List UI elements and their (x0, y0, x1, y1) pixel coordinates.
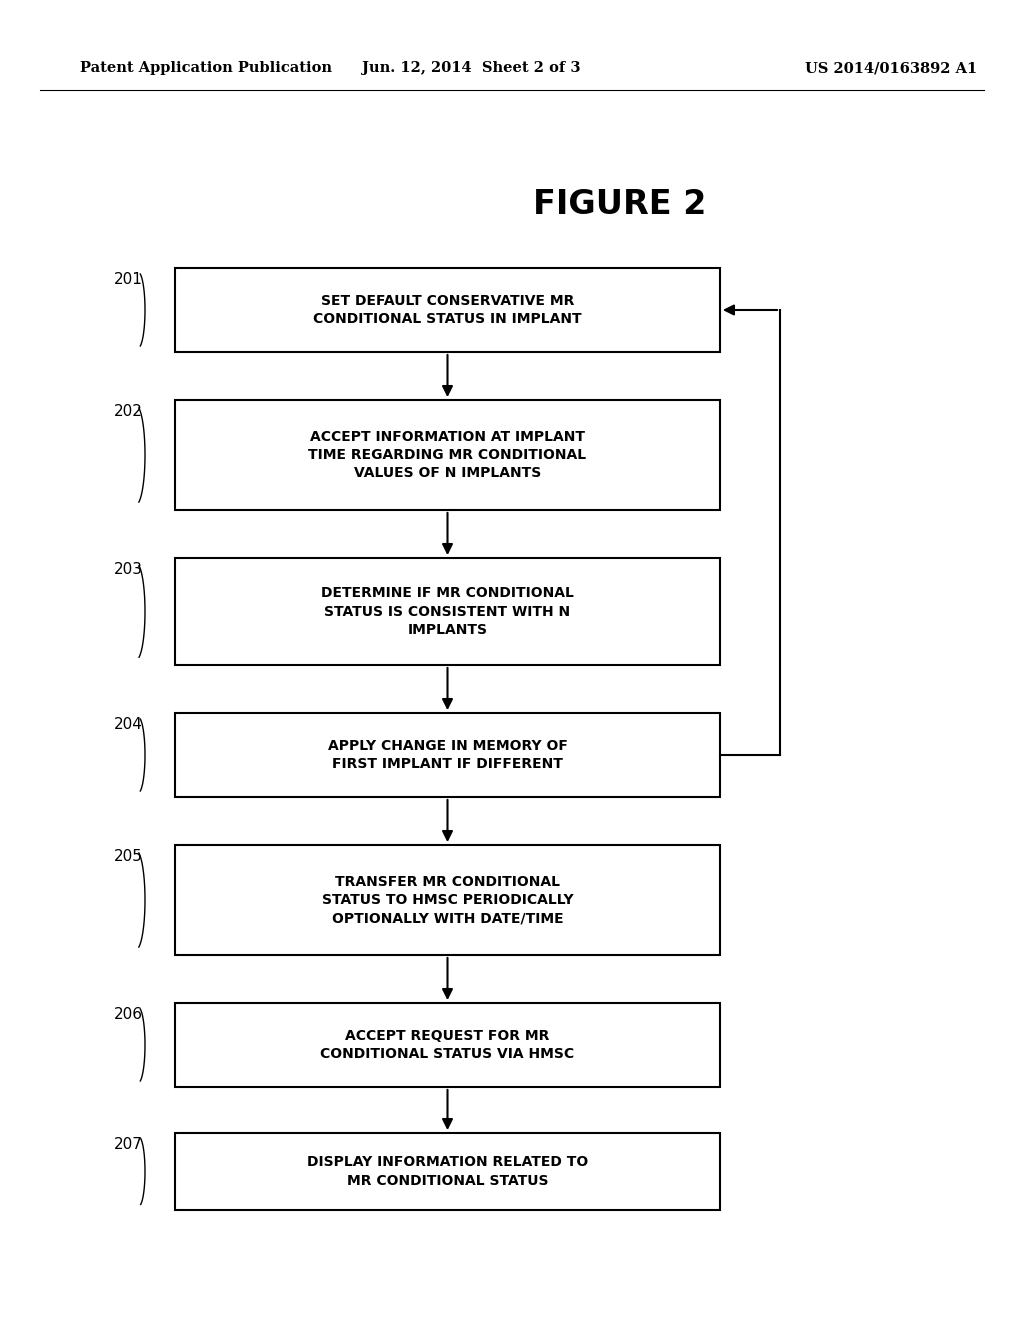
Text: DETERMINE IF MR CONDITIONAL
STATUS IS CONSISTENT WITH N
IMPLANTS: DETERMINE IF MR CONDITIONAL STATUS IS CO… (322, 586, 573, 636)
FancyBboxPatch shape (175, 1133, 720, 1210)
FancyBboxPatch shape (175, 268, 720, 352)
Text: Jun. 12, 2014  Sheet 2 of 3: Jun. 12, 2014 Sheet 2 of 3 (361, 61, 581, 75)
Text: 207: 207 (114, 1137, 143, 1152)
Text: 203: 203 (114, 562, 143, 577)
Text: 205: 205 (114, 849, 143, 865)
Text: 204: 204 (114, 717, 143, 733)
FancyBboxPatch shape (175, 845, 720, 954)
Text: 206: 206 (114, 1007, 143, 1022)
Text: ACCEPT REQUEST FOR MR
CONDITIONAL STATUS VIA HMSC: ACCEPT REQUEST FOR MR CONDITIONAL STATUS… (321, 1028, 574, 1061)
Text: APPLY CHANGE IN MEMORY OF
FIRST IMPLANT IF DIFFERENT: APPLY CHANGE IN MEMORY OF FIRST IMPLANT … (328, 739, 567, 771)
Text: FIGURE 2: FIGURE 2 (534, 189, 707, 222)
FancyBboxPatch shape (175, 400, 720, 510)
Text: 202: 202 (114, 404, 143, 418)
Text: 201: 201 (114, 272, 143, 286)
Text: DISPLAY INFORMATION RELATED TO
MR CONDITIONAL STATUS: DISPLAY INFORMATION RELATED TO MR CONDIT… (307, 1155, 588, 1188)
FancyBboxPatch shape (175, 558, 720, 665)
FancyBboxPatch shape (175, 713, 720, 797)
Text: US 2014/0163892 A1: US 2014/0163892 A1 (805, 61, 977, 75)
Text: ACCEPT INFORMATION AT IMPLANT
TIME REGARDING MR CONDITIONAL
VALUES OF N IMPLANTS: ACCEPT INFORMATION AT IMPLANT TIME REGAR… (308, 429, 587, 480)
Text: Patent Application Publication: Patent Application Publication (80, 61, 332, 75)
FancyBboxPatch shape (175, 1003, 720, 1086)
Text: TRANSFER MR CONDITIONAL
STATUS TO HMSC PERIODICALLY
OPTIONALLY WITH DATE/TIME: TRANSFER MR CONDITIONAL STATUS TO HMSC P… (322, 875, 573, 925)
Text: SET DEFAULT CONSERVATIVE MR
CONDITIONAL STATUS IN IMPLANT: SET DEFAULT CONSERVATIVE MR CONDITIONAL … (313, 294, 582, 326)
